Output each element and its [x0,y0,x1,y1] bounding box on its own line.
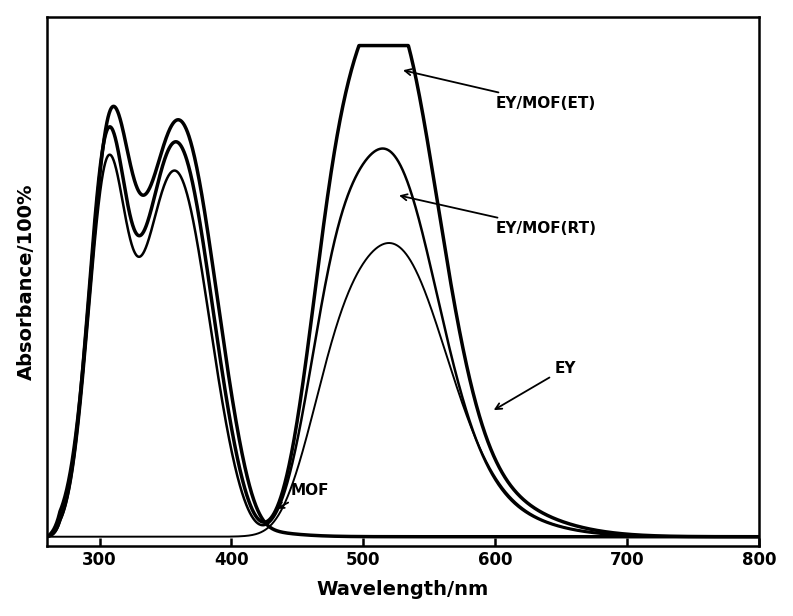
Y-axis label: Absorbance/100%: Absorbance/100% [17,184,36,379]
Text: EY/MOF(ET): EY/MOF(ET) [405,69,596,111]
Text: EY: EY [496,361,577,409]
X-axis label: Wavelength/nm: Wavelength/nm [317,580,489,599]
Text: MOF: MOF [278,484,329,508]
Text: EY/MOF(RT): EY/MOF(RT) [401,194,596,236]
